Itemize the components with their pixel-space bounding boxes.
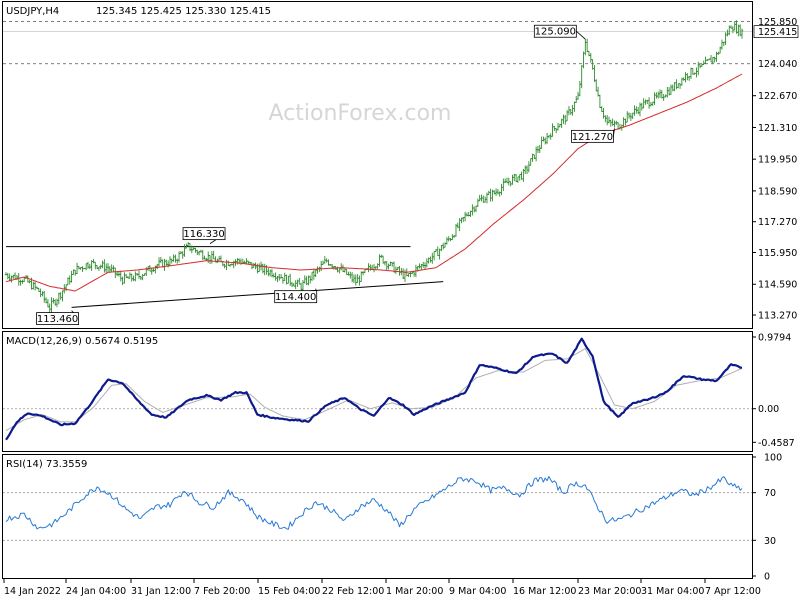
time-tick-label: 31 Mar 04:00 <box>641 586 704 597</box>
macd-signal-line <box>5 348 743 432</box>
price-axis: 113.270 114.590 115.950 117.270 118.590 119.9… <box>752 15 799 322</box>
price-tick-label: 121.310 <box>758 123 797 134</box>
time-tick-label: 9 Mar 04:00 <box>449 586 506 597</box>
price-candles <box>4 20 744 313</box>
watermark: ActionForex.com <box>269 101 452 126</box>
time-axis: 14 Jan 2022 24 Jan 04:00 31 Jan 12:00 7 Feb… <box>3 578 761 597</box>
price-panel <box>2 1 753 329</box>
annotation-box <box>274 290 318 304</box>
price-tick-label: 114.590 <box>758 280 797 291</box>
level-label-bg <box>754 15 798 28</box>
annotation-box <box>571 129 614 143</box>
price-moving-average <box>5 73 743 292</box>
price-panel-symbol: USDJPY,H4 <box>6 6 59 17</box>
level-label: 124.040 <box>758 59 797 70</box>
price-tick-label: 117.270 <box>758 217 797 228</box>
macd-tick-label: 0.00 <box>758 404 779 415</box>
macd-panel <box>2 331 753 452</box>
current-price-label: 125.415 <box>758 27 797 38</box>
rsi-tick-label: 0 <box>764 572 770 583</box>
time-tick-label: 14 Jan 2022 <box>4 586 61 597</box>
price-tick-label: 119.950 <box>758 155 797 166</box>
annotation-label: 114.400 <box>275 292 316 303</box>
moving-average-line <box>5 73 743 292</box>
time-tick-label: 24 Jan 04:00 <box>66 586 126 597</box>
macd-axis: 0.9794 0.00 -0.4587 <box>752 332 795 449</box>
price-tick-label: 118.590 <box>758 186 797 197</box>
rsi-line <box>5 476 743 530</box>
time-tick-label: 22 Feb 12:00 <box>322 586 384 597</box>
annotation-leader <box>576 30 586 40</box>
macd-lines <box>3 337 752 441</box>
level-label-bg <box>754 57 798 70</box>
price-annotations: 113.460 116.330 114.400 125.090 121.270 <box>36 24 615 326</box>
rsi-tick-label: 100 <box>764 453 782 464</box>
macd-line <box>5 337 743 441</box>
price-trendlines <box>6 246 444 308</box>
annotation-box <box>533 24 577 38</box>
annotation-box <box>36 312 79 326</box>
annotation-box <box>182 227 226 241</box>
price-tick-label: 113.270 <box>758 311 797 322</box>
time-tick-label: 15 Feb 04:00 <box>258 586 320 597</box>
price-panel-ohlc: 125.345 125.425 125.330 125.415 <box>96 6 271 17</box>
macd-tick-label: 0.9794 <box>758 332 791 343</box>
level-label: 125.850 <box>758 17 797 28</box>
annotation-label: 113.460 <box>37 314 78 325</box>
macd-panel-header: MACD(12,26,9) 0.5674 0.5195 <box>6 336 158 347</box>
time-tick-label: 7 Feb 20:00 <box>194 586 250 597</box>
annotation-label: 116.330 <box>183 229 224 240</box>
rsi-lines <box>3 476 752 541</box>
macd-tick-label: -0.4587 <box>758 438 795 449</box>
time-tick-label: 7 Apr 12:00 <box>705 586 761 597</box>
price-tick-label: 122.670 <box>758 91 797 102</box>
rsi-axis: 100 70 30 0 <box>752 453 782 583</box>
rsi-tick-label: 30 <box>764 536 776 547</box>
rsi-panel <box>2 454 753 579</box>
rsi-tick-label: 70 <box>764 488 776 499</box>
annotation-label: 121.270 <box>572 132 613 143</box>
time-tick-label: 31 Jan 12:00 <box>131 586 191 597</box>
annotation-label: 125.090 <box>535 27 576 38</box>
rsi-panel-header: RSI(14) 73.3559 <box>6 459 87 470</box>
trendline <box>71 281 444 308</box>
current-price-box <box>753 25 799 38</box>
time-tick-label: 1 Mar 20:00 <box>386 586 443 597</box>
time-tick-label: 16 Mar 12:00 <box>513 586 576 597</box>
price-level-lines <box>3 21 752 65</box>
price-tick-label: 115.950 <box>758 248 797 259</box>
time-tick-label: 23 Mar 20:00 <box>578 586 641 597</box>
